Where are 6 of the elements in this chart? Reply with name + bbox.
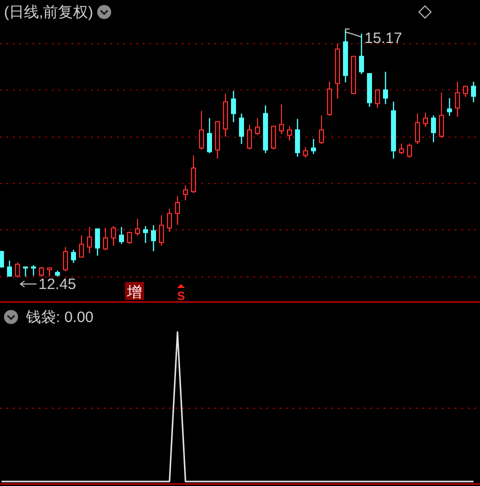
text: S — [176, 289, 186, 303]
chart-title: 钱袋: 0.00 — [25, 309, 94, 326]
annotation: 15.17 — [364, 30, 402, 47]
annotation: 12.45 — [38, 276, 76, 293]
chart-title: (日线,前复权) — [4, 4, 94, 21]
text: 增 — [126, 284, 142, 301]
